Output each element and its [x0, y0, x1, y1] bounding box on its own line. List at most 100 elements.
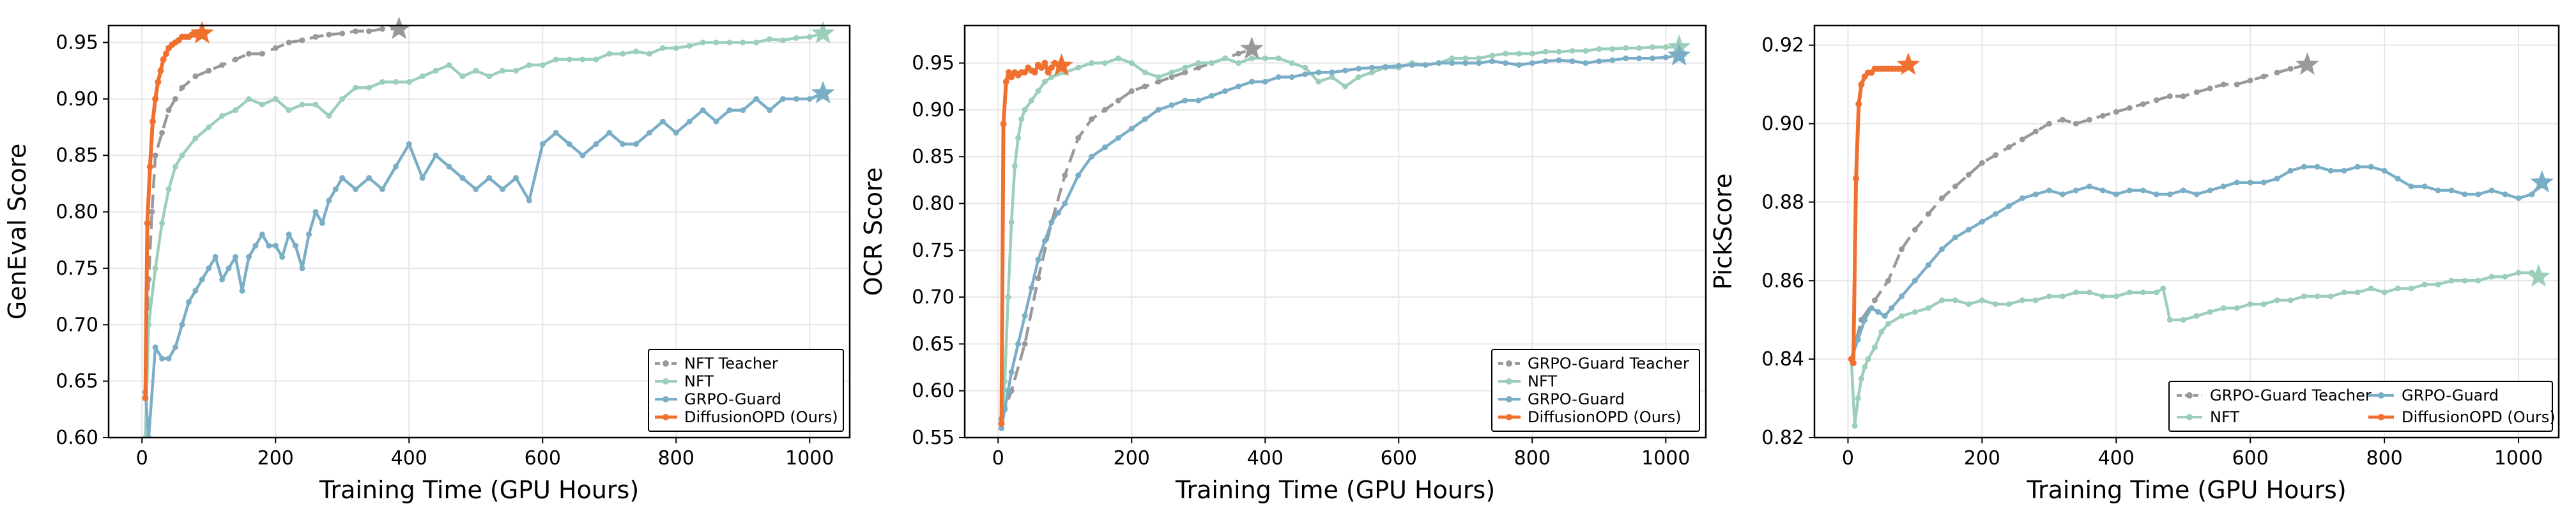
data-point — [500, 186, 506, 192]
y-tick-label: 0.85 — [912, 146, 954, 168]
data-point — [1315, 79, 1322, 85]
data-point — [239, 287, 245, 294]
data-point — [179, 321, 185, 328]
data-point — [1262, 79, 1268, 85]
y-axis-label: OCR Score — [859, 167, 887, 296]
data-point — [259, 102, 265, 108]
data-point — [2502, 191, 2508, 197]
data-point — [1235, 83, 1241, 89]
data-point — [366, 175, 372, 181]
y-tick-label: 0.90 — [1761, 113, 1804, 135]
data-point — [512, 68, 519, 74]
data-point — [1662, 54, 1669, 61]
data-point — [1155, 107, 1162, 113]
data-point — [1515, 50, 1522, 57]
data-point — [1871, 297, 1878, 303]
data-point — [566, 141, 572, 148]
series-end-star — [1896, 52, 1920, 75]
series-end-star — [2530, 170, 2554, 193]
data-point — [149, 209, 155, 215]
data-point — [1302, 65, 1308, 71]
data-point — [1868, 305, 1874, 311]
data-point — [2341, 289, 2347, 296]
data-point — [753, 40, 760, 46]
data-point — [1101, 60, 1108, 66]
data-point — [1115, 55, 1121, 61]
data-point — [155, 79, 162, 86]
data-point — [2193, 313, 2200, 319]
data-point — [2234, 81, 2240, 88]
data-point — [1342, 67, 1349, 73]
data-point — [579, 56, 586, 63]
series-end-star — [1050, 53, 1074, 76]
data-point — [1449, 60, 1455, 66]
data-point — [1115, 97, 1121, 103]
data-point — [165, 186, 172, 192]
data-point — [1182, 65, 1188, 71]
data-point — [2529, 191, 2535, 197]
data-point — [160, 56, 167, 63]
data-point — [157, 67, 164, 74]
data-point — [2126, 105, 2133, 111]
data-point — [2207, 187, 2213, 194]
legend-label: NFT — [684, 372, 714, 390]
data-point — [185, 299, 192, 305]
plot-frame — [1813, 24, 2560, 439]
data-point — [1248, 55, 1255, 61]
data-point — [2140, 289, 2146, 296]
data-point — [726, 107, 733, 114]
data-point — [299, 265, 305, 271]
x-tick-label: 800 — [658, 447, 694, 470]
data-point — [379, 186, 385, 192]
y-tick-label: 0.55 — [912, 427, 954, 449]
data-point — [1596, 46, 1602, 52]
data-point — [2408, 286, 2414, 292]
data-point — [2073, 121, 2079, 127]
data-point — [1169, 69, 1175, 75]
data-point — [1623, 45, 1629, 51]
data-point — [2019, 297, 2025, 303]
data-point — [2341, 167, 2347, 174]
data-point — [179, 84, 185, 91]
x-tick-label: 200 — [1114, 447, 1150, 470]
data-point — [1169, 102, 1175, 109]
legend-marker — [1506, 378, 1512, 385]
data-point — [1235, 50, 1241, 57]
legend-label: NFT — [2210, 408, 2239, 426]
data-point — [1128, 88, 1135, 95]
data-point — [1342, 83, 1349, 89]
x-tick-label: 600 — [2232, 447, 2269, 470]
data-point — [172, 96, 179, 102]
data-point — [1529, 50, 1535, 57]
data-point — [2260, 301, 2267, 307]
y-tick-label: 0.85 — [56, 144, 98, 167]
series-end-star — [1239, 36, 1264, 59]
data-point — [1569, 48, 1575, 54]
data-point — [2113, 293, 2119, 300]
y-tick-label: 0.70 — [56, 314, 98, 336]
data-point — [1542, 49, 1549, 55]
y-tick-label: 0.65 — [56, 371, 98, 393]
data-point — [2488, 273, 2495, 280]
data-point — [2301, 293, 2307, 300]
data-point — [1855, 100, 1862, 107]
data-point — [272, 243, 279, 249]
data-point — [1476, 55, 1482, 61]
data-point — [1855, 395, 1861, 402]
data-point — [1476, 60, 1482, 66]
data-point — [2462, 277, 2468, 284]
data-point — [1038, 64, 1045, 71]
data-point — [1368, 65, 1375, 71]
series-line-nft-teacher — [1000, 47, 1253, 420]
x-tick-label: 200 — [257, 447, 294, 470]
data-point — [1089, 60, 1095, 66]
data-point — [486, 73, 493, 80]
data-point — [286, 231, 292, 238]
data-point — [2019, 195, 2025, 201]
data-point — [767, 107, 773, 114]
data-point — [2086, 116, 2092, 123]
data-point — [2234, 180, 2240, 186]
data-point — [2059, 116, 2066, 123]
data-point — [1965, 226, 1972, 233]
